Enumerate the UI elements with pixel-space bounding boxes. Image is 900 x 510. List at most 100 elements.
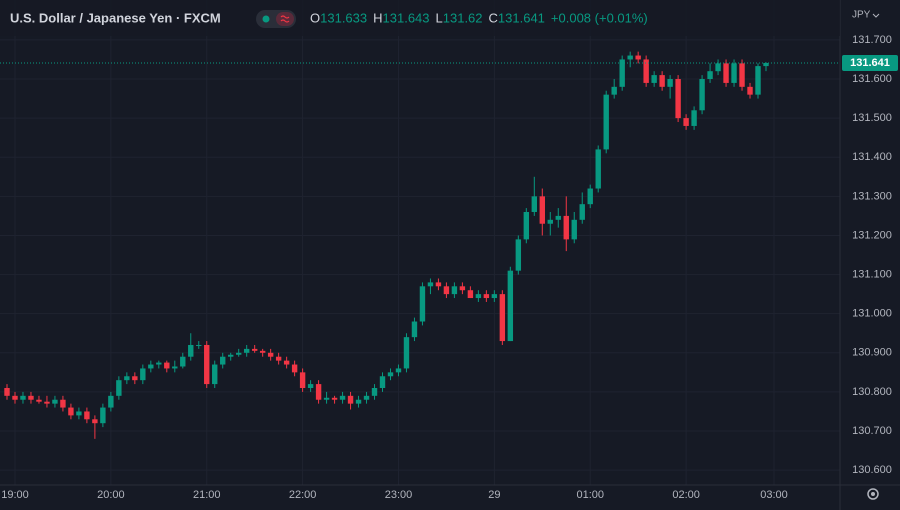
ohlc-key: C bbox=[489, 10, 498, 25]
candle-body bbox=[315, 384, 322, 400]
candle-body bbox=[411, 321, 418, 338]
candle-body bbox=[611, 86, 617, 95]
candle-body bbox=[36, 399, 42, 402]
x-tick-label: 22:00 bbox=[289, 489, 317, 501]
ohlc-key: L bbox=[436, 10, 443, 25]
last-price-badge bbox=[842, 54, 898, 71]
settings-icon[interactable] bbox=[867, 488, 879, 500]
candle-body bbox=[491, 294, 498, 299]
x-tick-label: 02:00 bbox=[672, 489, 700, 501]
gear-core bbox=[871, 492, 875, 496]
candle-body bbox=[395, 368, 402, 373]
candle-body bbox=[603, 94, 609, 150]
ohlc-key: O bbox=[310, 10, 320, 25]
candle-body bbox=[20, 395, 26, 400]
candle-body bbox=[44, 401, 50, 404]
candle-body bbox=[68, 407, 74, 416]
y-tick-label: 131.200 bbox=[852, 229, 892, 241]
candle-body bbox=[76, 411, 82, 416]
candle-body bbox=[28, 395, 34, 400]
candle-body bbox=[587, 188, 593, 205]
candle-body bbox=[188, 344, 194, 357]
candle-body bbox=[755, 66, 761, 95]
candle-body bbox=[60, 399, 66, 408]
x-tick-label: 01:00 bbox=[576, 489, 604, 501]
x-tick-label: 21:00 bbox=[193, 489, 221, 501]
candle-body bbox=[212, 364, 218, 385]
candle-body bbox=[635, 55, 641, 60]
candle-body bbox=[116, 380, 122, 396]
x-tick-label: 29 bbox=[488, 489, 500, 501]
candle-body bbox=[371, 388, 378, 396]
y-tick-label: 131.500 bbox=[852, 112, 892, 124]
currency-chevron[interactable] bbox=[872, 13, 880, 18]
candle-body bbox=[251, 348, 258, 351]
y-tick-label: 131.100 bbox=[852, 268, 892, 280]
toggle-wave bbox=[280, 15, 290, 23]
candle-body bbox=[683, 118, 689, 126]
candle-body bbox=[4, 388, 10, 396]
candle-body bbox=[467, 290, 474, 299]
candle-body bbox=[443, 286, 450, 295]
x-tick-label: 23:00 bbox=[385, 489, 413, 501]
candle-body bbox=[579, 204, 585, 220]
candle-body bbox=[699, 79, 705, 111]
candle-body bbox=[275, 356, 282, 361]
candle-body bbox=[483, 294, 490, 299]
candle-body bbox=[100, 407, 106, 424]
candle-body bbox=[651, 75, 657, 83]
candle-body bbox=[675, 79, 681, 119]
candle-body bbox=[403, 337, 410, 369]
ohlc-value: 131.643 bbox=[383, 10, 430, 25]
toggle-icons[interactable] bbox=[256, 10, 296, 28]
candle-body bbox=[291, 364, 298, 373]
candle-body bbox=[563, 215, 569, 240]
candle-body bbox=[84, 411, 90, 420]
candle-body bbox=[172, 366, 178, 369]
y-tick-label: 131.300 bbox=[852, 190, 892, 202]
candle-body bbox=[307, 384, 314, 388]
candle-body bbox=[667, 79, 673, 87]
candle-body bbox=[515, 239, 522, 271]
candle-body bbox=[299, 372, 306, 388]
gear-ring[interactable] bbox=[867, 488, 879, 500]
x-tick-label: 19:00 bbox=[1, 489, 29, 501]
candle-body bbox=[243, 348, 250, 353]
y-tick-label: 131.400 bbox=[852, 151, 892, 163]
candle-body bbox=[547, 219, 553, 224]
candle-body bbox=[267, 352, 274, 357]
currency-label[interactable]: JPY bbox=[852, 10, 871, 21]
candle-body bbox=[259, 350, 266, 353]
x-tick-label: 20:00 bbox=[97, 489, 125, 501]
candle-body bbox=[731, 63, 737, 83]
candle-body bbox=[619, 59, 625, 87]
candle-body bbox=[196, 344, 202, 346]
candle-body bbox=[228, 354, 234, 357]
candle-body bbox=[715, 63, 721, 72]
y-tick-label: 130.900 bbox=[852, 347, 892, 359]
change-value: +0.008 (+0.01%) bbox=[551, 10, 648, 25]
candle-body bbox=[595, 149, 601, 189]
candle-body bbox=[108, 395, 114, 408]
y-tick-label: 131.600 bbox=[852, 73, 892, 85]
candle-body bbox=[220, 356, 226, 365]
x-tick-label: 03:00 bbox=[760, 489, 788, 501]
ohlc-value: 131.633 bbox=[320, 10, 367, 25]
candle-body bbox=[427, 282, 434, 287]
candle-body bbox=[531, 196, 538, 212]
candle-body bbox=[235, 352, 242, 355]
y-tick-label: 131.700 bbox=[852, 34, 892, 46]
toggle-dot bbox=[262, 15, 270, 23]
candle-body bbox=[459, 286, 466, 291]
symbol-title: U.S. Dollar / Japanese Yen · FXCM bbox=[10, 10, 221, 25]
candle-body bbox=[739, 63, 745, 87]
candle-body bbox=[451, 286, 458, 295]
header-bg bbox=[0, 0, 840, 36]
candle-body bbox=[419, 286, 426, 322]
candle-body bbox=[387, 372, 394, 377]
candle-body bbox=[331, 397, 338, 400]
candle-body bbox=[435, 282, 442, 287]
candle-body bbox=[747, 86, 753, 95]
candle-body bbox=[539, 196, 545, 224]
